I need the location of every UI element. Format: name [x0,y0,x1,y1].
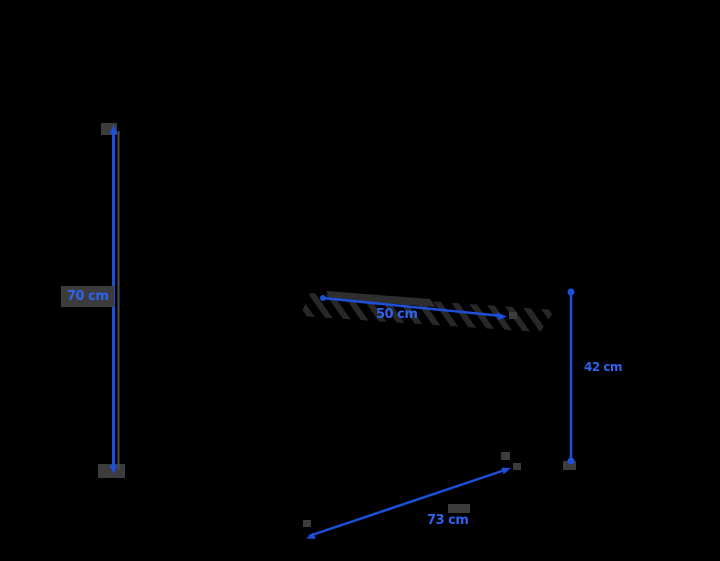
arrow-right-icon [501,467,511,475]
arrow-up-icon [109,125,118,134]
dimension-label-right-height: 42 cm [584,360,623,374]
arrow-down-icon [109,465,118,474]
dimension-line-bottom [308,467,509,538]
dimension-endpoint-dot [567,288,575,296]
arrow-left-icon [306,532,316,539]
dimension-line-middle [322,296,503,318]
object-surface-fragment [563,461,576,470]
dimension-label-left-height: 70 cm [61,286,115,307]
object-surface-fragment [448,504,470,513]
object-surface-fragment [303,520,311,527]
dimension-label-top-width: 50 cm [376,307,418,322]
object-surface-fragment [501,452,510,460]
arrow-right-icon [497,312,507,320]
dimension-label-bottom-depth: 73 cm [427,513,469,528]
object-surface-fragment [326,291,436,307]
dimension-endpoint-dot [567,457,575,465]
object-surface-fragment [509,312,517,319]
object-surface-fragment [513,463,521,470]
dimension-endpoint-dot [320,295,326,301]
